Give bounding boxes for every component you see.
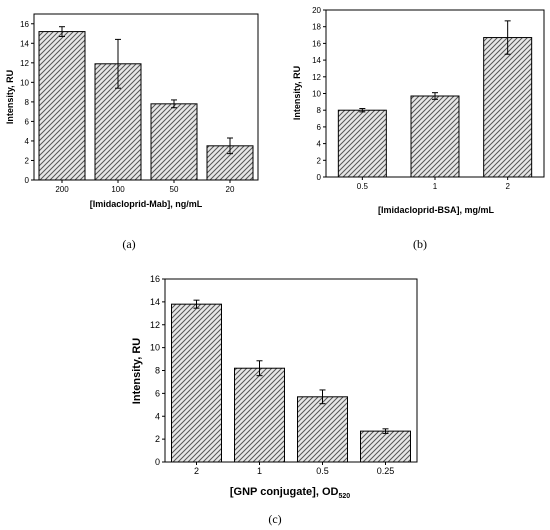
chart-a-y-tick-label-6: 12 bbox=[20, 59, 29, 68]
chart-c-x-tick-label-2: 0.5 bbox=[316, 466, 329, 476]
chart-a-y-axis-label: Intensity, RU bbox=[5, 70, 15, 124]
chart-a-x-tick-label-1: 100 bbox=[111, 185, 125, 194]
chart-c-x-ticks: 2 1 0.5 0.25 bbox=[194, 462, 394, 476]
chart-a: 0 2 4 6 8 10 12 14 16 200 100 50 20 [Imidacloprid-M… bbox=[5, 13, 259, 251]
chart-c-x-tick-label-0: 2 bbox=[194, 466, 199, 476]
chart-c-x-axis-label: [GNP conjugate], OD520 bbox=[230, 486, 350, 500]
chart-b-y-tick-label-10: 20 bbox=[312, 6, 321, 15]
chart-a-y-tick-label-3: 6 bbox=[25, 117, 30, 126]
chart-a-x-tick-label-2: 50 bbox=[170, 185, 179, 194]
chart-c-bar-3 bbox=[360, 430, 411, 463]
chart-a-y-tick-label-2: 4 bbox=[25, 137, 30, 146]
chart-a-y-tick-label-0: 0 bbox=[25, 176, 30, 185]
chart-c-y-tick-label-4: 8 bbox=[155, 366, 160, 376]
chart-b-caption: (b) bbox=[413, 237, 427, 251]
chart-b-y-tick-label-2: 4 bbox=[317, 140, 322, 149]
chart-b-x-tick-label-2: 2 bbox=[505, 182, 510, 191]
chart-a-y-tick-label-4: 8 bbox=[25, 98, 30, 107]
chart-c-error-bars bbox=[193, 299, 389, 434]
chart-a-y-tick-label-1: 2 bbox=[25, 156, 30, 165]
chart-c-x-axis-label-main: [GNP conjugate], OD bbox=[230, 486, 339, 498]
chart-a-x-tick-label-3: 20 bbox=[226, 185, 235, 194]
chart-c-y-tick-label-0: 0 bbox=[155, 457, 160, 467]
chart-b-y-tick-label-7: 14 bbox=[312, 56, 321, 65]
chart-c-y-tick-label-1: 2 bbox=[155, 434, 160, 444]
chart-c-caption: (c) bbox=[268, 512, 281, 526]
chart-b-y-tick-label-0: 0 bbox=[317, 173, 322, 182]
chart-a-x-tick-label-0: 200 bbox=[55, 185, 69, 194]
chart-a-y-tick-label-5: 10 bbox=[20, 78, 29, 87]
chart-b-y-tick-label-6: 12 bbox=[312, 73, 321, 82]
chart-c-x-axis-label-sub: 520 bbox=[338, 493, 350, 500]
chart-b-y-tick-label-4: 8 bbox=[317, 106, 322, 115]
chart-b-y-tick-label-9: 18 bbox=[312, 23, 321, 32]
chart-c-y-axis-label: Intensity, RU bbox=[131, 338, 143, 404]
chart-b-bars bbox=[337, 37, 533, 178]
chart-c-y-tick-label-8: 16 bbox=[150, 274, 160, 284]
chart-a-y-tick-label-7: 14 bbox=[20, 39, 29, 48]
chart-a-y-tick-label-8: 16 bbox=[20, 20, 29, 29]
chart-b-bar-2 bbox=[483, 37, 533, 178]
chart-a-bars bbox=[38, 31, 254, 181]
chart-b-y-axis-label: Intensity, RU bbox=[292, 66, 302, 120]
chart-b-y-tick-label-5: 10 bbox=[312, 90, 321, 99]
chart-b-x-tick-label-0: 0.5 bbox=[357, 182, 369, 191]
chart-c-bar-2 bbox=[297, 396, 348, 463]
chart-c-bar-1 bbox=[234, 367, 285, 463]
chart-c-y-tick-label-5: 10 bbox=[150, 343, 160, 353]
chart-a-error-bars bbox=[59, 26, 233, 155]
chart-c: 0 2 4 6 8 10 12 14 16 2 1 0.5 0.25 [GNP conjugate],… bbox=[131, 274, 418, 526]
chart-c-y-tick-label-6: 12 bbox=[150, 320, 160, 330]
chart-b-error-bars bbox=[359, 20, 511, 113]
chart-b-bar-0 bbox=[337, 109, 387, 178]
chart-b-x-tick-label-1: 1 bbox=[433, 182, 438, 191]
chart-a-y-ticks: 0 2 4 6 8 10 12 14 16 bbox=[20, 20, 34, 185]
chart-c-x-tick-label-1: 1 bbox=[257, 466, 262, 476]
chart-b-y-tick-label-3: 6 bbox=[317, 123, 322, 132]
chart-a-x-axis-label: [Imidacloprid-Mab], ng/mL bbox=[90, 199, 203, 209]
chart-c-y-tick-label-3: 6 bbox=[155, 388, 160, 398]
chart-c-bars bbox=[171, 303, 411, 463]
chart-b-y-tick-label-1: 2 bbox=[317, 156, 322, 165]
chart-b-x-axis-label: [Imidacloprid-BSA], mg/mL bbox=[378, 205, 495, 215]
chart-c-x-tick-label-3: 0.25 bbox=[377, 466, 395, 476]
chart-a-bar-2 bbox=[150, 103, 198, 181]
chart-b-y-tick-label-8: 16 bbox=[312, 39, 321, 48]
chart-a-bar-0 bbox=[38, 31, 86, 181]
chart-c-y-ticks: 0 2 4 6 8 10 12 14 16 bbox=[150, 274, 165, 467]
chart-b-bar-1 bbox=[410, 95, 460, 178]
chart-a-x-ticks: 200 100 50 20 bbox=[55, 180, 235, 194]
chart-c-y-tick-label-7: 14 bbox=[150, 297, 160, 307]
chart-b-y-ticks: 0 2 4 6 8 10 12 14 16 18 20 bbox=[312, 6, 326, 182]
chart-b-x-ticks: 0.5 1 2 bbox=[357, 177, 510, 191]
chart-c-bar-0 bbox=[171, 303, 222, 463]
chart-a-plot-frame bbox=[33, 13, 259, 181]
chart-c-y-tick-label-2: 4 bbox=[155, 411, 160, 421]
chart-a-caption: (a) bbox=[122, 237, 135, 251]
